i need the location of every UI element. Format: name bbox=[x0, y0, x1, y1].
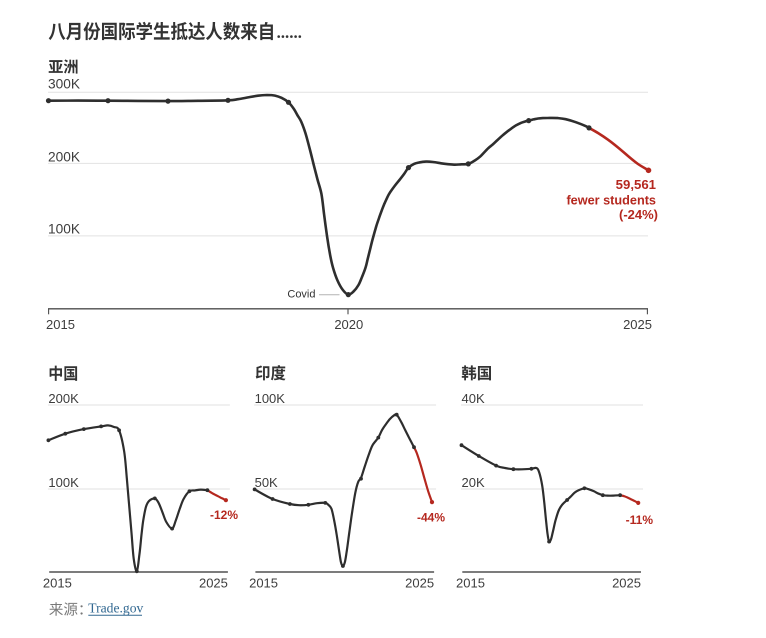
svg-text:-44%: -44% bbox=[417, 511, 445, 525]
svg-text:100K: 100K bbox=[48, 222, 80, 237]
svg-text:2025: 2025 bbox=[612, 576, 641, 591]
svg-text:40K: 40K bbox=[462, 391, 485, 406]
svg-text:59,561: 59,561 bbox=[616, 177, 656, 192]
svg-text:2025: 2025 bbox=[405, 576, 434, 591]
svg-text:100K: 100K bbox=[255, 391, 286, 406]
svg-text:100K: 100K bbox=[48, 475, 79, 490]
svg-text:Trade.gov: Trade.gov bbox=[88, 601, 143, 616]
svg-text:Covid: Covid bbox=[287, 289, 315, 301]
svg-text:2025: 2025 bbox=[623, 317, 652, 332]
svg-text:2020: 2020 bbox=[334, 317, 363, 332]
svg-text:-12%: -12% bbox=[210, 508, 238, 522]
svg-text:2025: 2025 bbox=[199, 576, 228, 591]
svg-text:300K: 300K bbox=[48, 76, 80, 91]
svg-text:2015: 2015 bbox=[46, 317, 75, 332]
svg-text:200K: 200K bbox=[48, 150, 80, 165]
svg-text:50K: 50K bbox=[255, 475, 278, 490]
svg-text:-11%: -11% bbox=[626, 513, 654, 527]
svg-text:2015: 2015 bbox=[43, 576, 72, 591]
svg-text:200K: 200K bbox=[48, 391, 79, 406]
svg-text:2015: 2015 bbox=[456, 576, 485, 591]
svg-text:fewer students: fewer students bbox=[566, 193, 656, 207]
svg-text:(-24%): (-24%) bbox=[619, 207, 658, 222]
svg-text:2015: 2015 bbox=[249, 576, 278, 591]
svg-text:20K: 20K bbox=[462, 475, 485, 490]
